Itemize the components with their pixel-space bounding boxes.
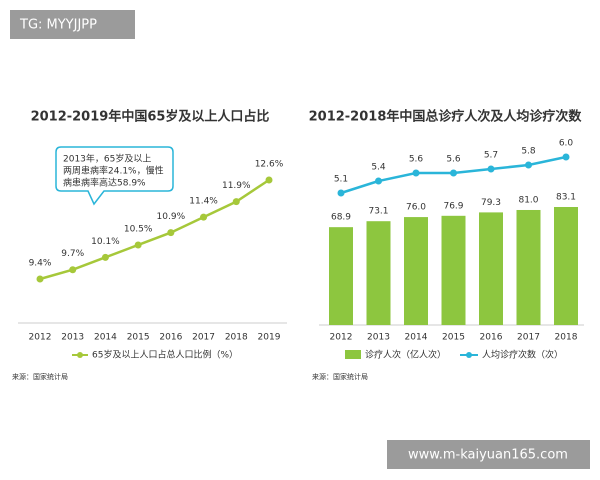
point — [375, 177, 382, 185]
point — [167, 229, 175, 237]
x-tick-label: 2016 — [480, 333, 503, 343]
value-label: 73.1 — [368, 207, 388, 217]
point — [200, 213, 208, 221]
x-tick-label: 2016 — [159, 333, 182, 343]
bar — [441, 215, 466, 325]
annotation: 两周患病率24.1%，慢性 — [63, 165, 164, 177]
value-label: 81.0 — [518, 195, 538, 205]
point — [450, 169, 457, 177]
value-label: 5.8 — [521, 147, 536, 157]
x-tick-label: 2015 — [127, 333, 150, 343]
value-label: 5.7 — [484, 151, 498, 161]
value-label: 9.7% — [61, 249, 84, 259]
bar — [329, 227, 353, 325]
watermark: www.m-kaiyuan165.com — [408, 448, 568, 463]
value-label: 11.9% — [222, 181, 251, 191]
point — [337, 189, 345, 197]
x-tick-label: 2018 — [555, 333, 578, 343]
value-label: 5.4 — [371, 163, 386, 173]
source: 来源：国家统计局 — [312, 372, 368, 381]
x-tick-label: 2017 — [192, 333, 215, 343]
value-label: 5.6 — [446, 155, 461, 165]
value-label: 68.9 — [331, 213, 351, 223]
chart-title: 2012-2018年中国总诊疗人次及人均诊疗次数 — [309, 109, 583, 125]
point — [134, 241, 142, 249]
point — [562, 153, 570, 161]
value-label: 5.6 — [409, 155, 424, 165]
value-label: 76.0 — [406, 203, 426, 213]
x-tick-label: 2019 — [258, 333, 281, 343]
point — [36, 275, 44, 283]
legend-marker — [345, 350, 361, 359]
legend-marker — [466, 352, 472, 358]
bar — [366, 221, 391, 325]
value-label: 5.1 — [334, 175, 348, 185]
x-tick-label: 2018 — [225, 333, 248, 343]
watermark: TG: MYYJJPP — [19, 18, 97, 33]
point — [525, 161, 532, 169]
x-tick-label: 2014 — [94, 333, 117, 343]
value-label: 10.5% — [124, 224, 153, 234]
legend-label: 诊疗人次（亿人次） — [365, 349, 446, 361]
line — [39, 178, 270, 281]
value-label: 12.6% — [255, 160, 284, 170]
bar — [404, 217, 428, 325]
annotation: 病患病率高达58.9% — [63, 177, 146, 189]
point — [69, 266, 77, 274]
x-tick-label: 2013 — [61, 333, 84, 343]
x-tick-label: 2013 — [367, 333, 390, 343]
x-tick-label: 2012 — [29, 333, 52, 343]
callout — [55, 146, 174, 206]
value-label: 79.3 — [481, 198, 501, 208]
bar — [554, 207, 578, 325]
value-label: 10.1% — [91, 237, 120, 247]
bar — [479, 212, 503, 325]
annotation: 2013年，65岁及以上 — [63, 153, 151, 165]
value-label: 6.0 — [559, 139, 574, 149]
x-tick-label: 2012 — [330, 333, 353, 343]
point — [412, 169, 420, 177]
point — [265, 176, 273, 184]
chart-title: 2012-2019年中国65岁及以上人口占比 — [31, 109, 270, 125]
point — [487, 165, 495, 173]
x-tick-label: 2015 — [442, 333, 465, 343]
point — [101, 253, 109, 261]
value-label: 83.1 — [556, 193, 576, 203]
bar — [516, 209, 541, 325]
x-tick-label: 2017 — [517, 333, 540, 343]
value-label: 9.4% — [29, 259, 52, 269]
value-label: 76.9 — [443, 201, 463, 211]
point — [232, 198, 240, 206]
value-label: 11.4% — [189, 197, 218, 207]
legend-label: 人均诊疗次数（次） — [482, 349, 563, 361]
value-label: 10.9% — [157, 212, 186, 222]
watermark-box — [10, 10, 135, 39]
watermark-box — [387, 440, 590, 469]
legend-label: 65岁及以上人口占总人口比例（%） — [92, 349, 238, 361]
source: 来源：国家统计局 — [12, 372, 68, 381]
x-tick-label: 2014 — [405, 333, 428, 343]
